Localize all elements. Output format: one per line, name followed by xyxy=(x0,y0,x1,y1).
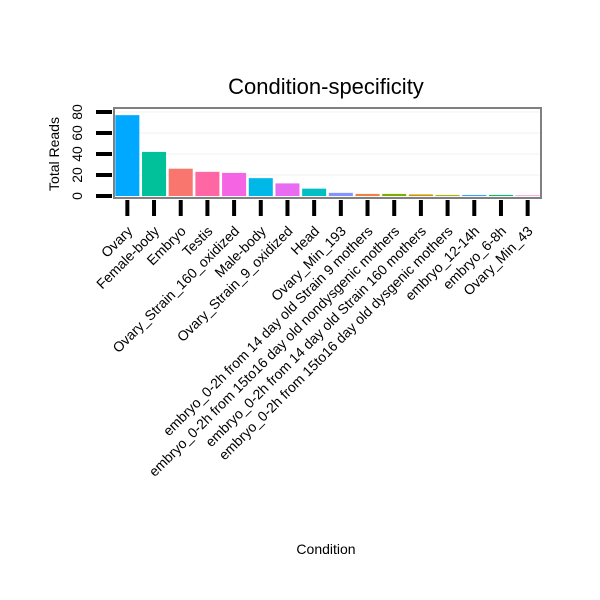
plot-panel-border xyxy=(113,107,542,199)
y-tick-label: 0 xyxy=(69,192,85,200)
chart-title: Condition-specificity xyxy=(228,74,424,99)
y-tick-label: 40 xyxy=(69,146,85,162)
bar-head xyxy=(302,188,327,196)
bar-ovary-min-43 xyxy=(515,195,540,196)
bar-embryo xyxy=(168,168,193,196)
y-tick-label: 60 xyxy=(69,125,85,141)
bar-embryo-0-2h-from-15to16-day-old-dysgenic-mothers xyxy=(435,194,460,196)
x-axis-title: Condition xyxy=(296,541,355,557)
y-axis-title: Total Reads xyxy=(46,117,62,191)
bar-testis xyxy=(195,171,220,196)
bar-female-body xyxy=(142,151,167,196)
bar-embryo-12-14h xyxy=(462,194,487,196)
bar-embryo-0-2h-from-15to16-day-old-nondysgenic-mothers xyxy=(382,193,407,196)
x-axis: OvaryFemale-bodyEmbryoTestisOvary_Strain… xyxy=(93,200,536,480)
bar-ovary-min-193 xyxy=(328,192,353,196)
bar-ovary xyxy=(115,115,140,196)
bars xyxy=(115,115,540,196)
y-tick-label: 20 xyxy=(69,167,85,183)
bar-ovary-strain-9-oxidized xyxy=(275,183,300,196)
bar-male-body xyxy=(248,178,273,196)
bar-embryo-0-2h-from-14-day-old-strain-9-mothers xyxy=(355,193,380,196)
x-tick-label: embryo_0-2h from 15to16 day old nondysge… xyxy=(146,223,403,480)
y-axis: 0 20 40 60 80 xyxy=(69,104,112,200)
bar-embryo-6-8h xyxy=(488,194,513,196)
bar-embryo-0-2h-from-14-day-old-strain-160-mothers xyxy=(408,194,433,196)
y-tick-label: 80 xyxy=(69,104,85,120)
bar-ovary-strain-160-oxidized xyxy=(222,172,247,196)
